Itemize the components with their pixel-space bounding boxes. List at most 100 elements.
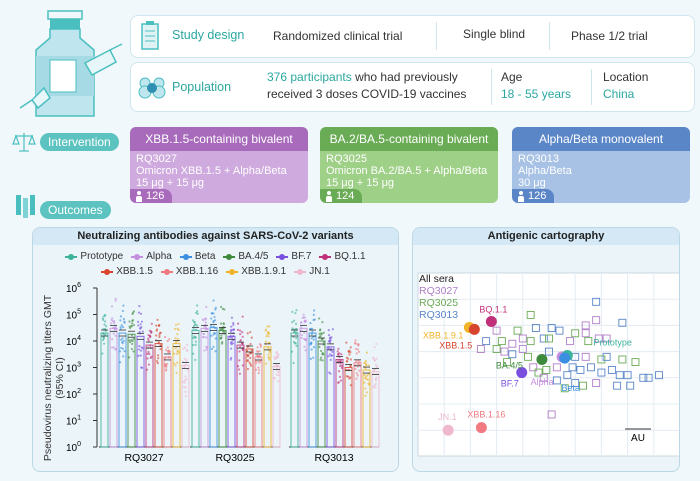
data-point	[304, 349, 307, 352]
y-tick-label: 102	[66, 388, 81, 401]
data-point	[319, 356, 323, 359]
data-point	[192, 344, 195, 347]
data-point	[346, 375, 350, 378]
data-point	[111, 326, 115, 330]
antigen-Beta	[559, 352, 571, 364]
data-point	[256, 354, 259, 358]
serum-marker	[492, 345, 501, 353]
data-point	[139, 323, 142, 326]
data-point	[374, 386, 377, 389]
serum-marker	[545, 334, 553, 343]
data-point	[102, 337, 106, 340]
data-point	[349, 346, 352, 349]
bar-Beta	[308, 332, 317, 448]
data-point	[174, 337, 177, 340]
bar-Beta	[209, 327, 218, 448]
data-point	[183, 346, 187, 349]
data-point	[158, 335, 161, 339]
arm-card-rq3025: BA.2/BA.5-containing bivalent RQ3025 Omic…	[320, 127, 498, 203]
people-icon	[138, 77, 166, 99]
serum-marker	[513, 326, 522, 335]
legend-marker	[131, 253, 144, 260]
data-point	[259, 345, 263, 348]
serum-marker	[613, 381, 622, 390]
data-point	[120, 324, 123, 327]
population-row: Population 376 participants who had prev…	[130, 62, 695, 112]
data-point	[309, 343, 312, 346]
data-point	[148, 352, 151, 356]
data-point	[256, 346, 259, 349]
data-point	[364, 376, 367, 379]
legend-item: BQ.1.1	[319, 250, 366, 263]
legend-row: Prototype Alpha Beta BA.4/5 BF.7 BQ.1.1	[33, 250, 398, 263]
data-point	[329, 372, 332, 375]
bar-XBB.1.5	[344, 367, 353, 448]
arm-dose: 15 μg + 15 μg	[136, 177, 205, 189]
data-point	[164, 369, 168, 372]
legend-item: Beta	[179, 250, 215, 263]
data-point	[122, 355, 125, 358]
data-point	[356, 374, 360, 377]
data-point	[355, 352, 358, 355]
data-point	[194, 323, 197, 326]
data-point	[319, 358, 322, 361]
data-point	[176, 361, 179, 364]
bar-XBB.1.9.1	[172, 343, 181, 448]
serum-marker	[623, 371, 632, 380]
data-point	[166, 362, 169, 366]
data-point	[119, 319, 122, 322]
data-point	[267, 341, 271, 344]
data-point	[328, 341, 332, 344]
data-point	[375, 357, 378, 360]
data-point	[340, 353, 343, 356]
data-point	[120, 338, 123, 341]
data-point	[348, 377, 351, 380]
data-point	[318, 345, 321, 349]
data-point	[121, 326, 125, 329]
design-randomized: Randomized clinical trial	[273, 29, 403, 43]
data-point	[230, 325, 233, 328]
data-point	[221, 340, 224, 344]
data-point	[372, 369, 376, 372]
data-point	[114, 347, 117, 350]
data-point	[186, 343, 189, 346]
data-point	[238, 359, 241, 362]
data-point	[220, 334, 223, 337]
data-point	[214, 350, 217, 353]
legend-label: BQ.1.1	[334, 251, 366, 262]
data-point	[176, 337, 179, 341]
data-point	[114, 327, 118, 330]
data-point	[212, 345, 215, 348]
data-point	[204, 317, 207, 320]
legend-marker	[223, 253, 236, 260]
serum-marker	[563, 371, 572, 380]
data-point	[340, 366, 344, 370]
age-field: Age 18 - 55 years	[501, 69, 571, 103]
data-point	[295, 336, 298, 340]
data-point	[229, 328, 233, 332]
data-point	[364, 387, 367, 390]
data-point	[209, 325, 213, 328]
data-point	[155, 324, 158, 327]
data-point	[250, 336, 253, 339]
bar-Beta	[118, 332, 127, 448]
data-point	[103, 342, 106, 345]
data-point	[176, 352, 179, 355]
data-point	[292, 319, 296, 322]
map-legend-item: RQ3025	[419, 297, 459, 309]
legend-marker	[319, 253, 332, 260]
data-point	[367, 383, 371, 386]
data-point	[320, 332, 323, 335]
data-point	[356, 348, 359, 351]
data-point	[137, 324, 140, 327]
data-point	[231, 336, 234, 340]
data-point	[241, 331, 244, 334]
data-point	[205, 327, 209, 330]
arm-composition: Omicron BA.2/BA.5 + Alpha/Beta	[326, 165, 488, 177]
antigen-label: Alpha	[531, 377, 554, 387]
cartography-panel: Antigenic cartography BQ.1.1 XBB.1.9.1 XBB…	[412, 227, 680, 472]
data-point	[331, 350, 334, 353]
data-point	[355, 377, 358, 380]
data-point	[301, 316, 304, 319]
data-point	[131, 340, 134, 343]
